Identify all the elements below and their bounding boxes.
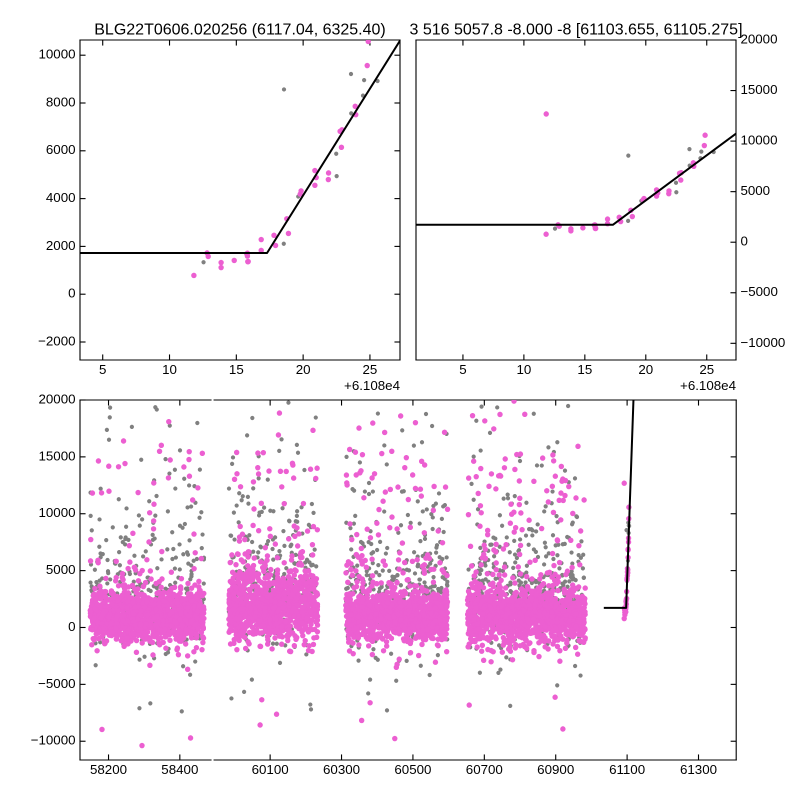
svg-text:8000: 8000	[46, 94, 76, 109]
svg-text:−5000: −5000	[740, 284, 777, 299]
svg-text:61300: 61300	[680, 762, 717, 777]
svg-text:−5000: −5000	[38, 676, 75, 691]
svg-text:0: 0	[68, 619, 75, 634]
svg-text:−10000: −10000	[31, 733, 76, 748]
svg-text:BLG22T0606.020256 (6117.04, 63: BLG22T0606.020256 (6117.04, 6325.40)	[94, 21, 386, 38]
svg-text:+6.108e4: +6.108e4	[680, 378, 737, 393]
svg-text:+6.108e4: +6.108e4	[344, 378, 401, 393]
svg-text:5: 5	[99, 362, 106, 377]
svg-text:10: 10	[516, 362, 531, 377]
svg-text:15000: 15000	[740, 82, 777, 97]
svg-text:61100: 61100	[609, 762, 645, 777]
svg-text:5000: 5000	[740, 183, 770, 198]
svg-text:10: 10	[162, 362, 177, 377]
svg-text:2000: 2000	[46, 238, 76, 253]
svg-text:15: 15	[577, 362, 592, 377]
svg-text:−10000: −10000	[740, 335, 785, 350]
svg-text:60500: 60500	[394, 762, 431, 777]
svg-text:60900: 60900	[537, 762, 574, 777]
svg-text:10000: 10000	[38, 505, 75, 520]
svg-text:4000: 4000	[46, 190, 76, 205]
svg-text:5000: 5000	[46, 562, 76, 577]
svg-text:20: 20	[296, 362, 311, 377]
svg-text:0: 0	[68, 286, 75, 301]
svg-text:3 516 5057.8 -8.000 -8 [61103.: 3 516 5057.8 -8.000 -8 [61103.655, 61105…	[409, 21, 742, 38]
svg-text:25: 25	[699, 362, 714, 377]
svg-text:15: 15	[229, 362, 244, 377]
svg-text:60100: 60100	[252, 762, 289, 777]
svg-text:15000: 15000	[38, 448, 75, 463]
svg-text:10000: 10000	[38, 47, 75, 62]
svg-text:60700: 60700	[466, 762, 503, 777]
svg-text:0: 0	[740, 234, 747, 249]
svg-text:−2000: −2000	[38, 333, 75, 348]
svg-text:10000: 10000	[740, 133, 777, 148]
svg-text:20000: 20000	[740, 31, 777, 46]
svg-text:6000: 6000	[46, 142, 76, 157]
svg-text:60300: 60300	[323, 762, 360, 777]
svg-text:5: 5	[459, 362, 466, 377]
svg-text:58200: 58200	[90, 762, 127, 777]
svg-text:20000: 20000	[38, 391, 75, 406]
svg-text:58400: 58400	[161, 762, 198, 777]
svg-text:25: 25	[363, 362, 378, 377]
svg-text:20: 20	[638, 362, 653, 377]
